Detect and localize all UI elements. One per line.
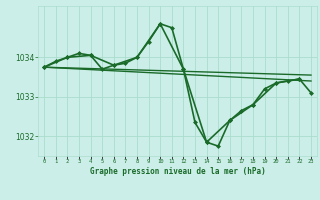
X-axis label: Graphe pression niveau de la mer (hPa): Graphe pression niveau de la mer (hPa): [90, 167, 266, 176]
